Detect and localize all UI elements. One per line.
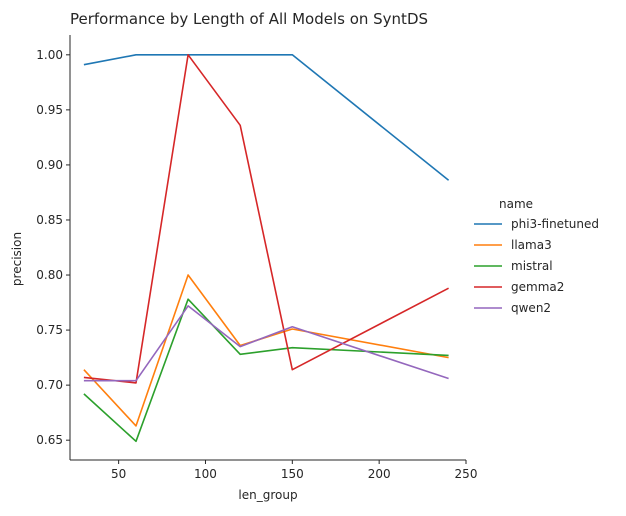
- x-tick-label: 100: [194, 467, 217, 481]
- legend-label-qwen2: qwen2: [511, 301, 551, 315]
- y-tick-label: 0.70: [36, 378, 63, 392]
- series-line-phi3-finetuned: [83, 53, 450, 181]
- y-tick-label: 0.90: [36, 158, 63, 172]
- legend-label-mistral: mistral: [511, 259, 553, 273]
- legend-title: name: [499, 197, 533, 211]
- legend-label-phi3-finetuned: phi3-finetuned: [511, 217, 599, 231]
- x-tick-label: 250: [455, 467, 478, 481]
- series-line-gemma2: [83, 53, 449, 384]
- legend-label-gemma2: gemma2: [511, 280, 564, 294]
- x-tick-label: 150: [281, 467, 304, 481]
- y-tick-label: 0.80: [36, 268, 63, 282]
- x-tick-label: 50: [111, 467, 126, 481]
- series-line-qwen2: [83, 305, 449, 382]
- legend-label-llama3: llama3: [511, 238, 552, 252]
- y-tick-label: 0.95: [36, 103, 63, 117]
- series-line-llama3: [83, 274, 449, 427]
- y-axis-label: precision: [10, 232, 24, 286]
- y-tick-label: 1.00: [36, 48, 63, 62]
- x-axis-label: len_group: [238, 488, 297, 502]
- y-tick-label: 0.65: [36, 433, 63, 447]
- legend: name phi3-finetuned llama3 mistral gemma2 qw…: [474, 197, 599, 315]
- axes: 50 100 150 200 250 0.65 0.70 0.75 0.80 0.85 0.90 0.…: [36, 35, 477, 481]
- series-lines: [83, 53, 450, 443]
- y-tick-label: 0.75: [36, 323, 63, 337]
- chart-title: Performance by Length of All Models on S…: [70, 10, 428, 28]
- x-tick-label: 200: [368, 467, 391, 481]
- y-tick-label: 0.85: [36, 213, 63, 227]
